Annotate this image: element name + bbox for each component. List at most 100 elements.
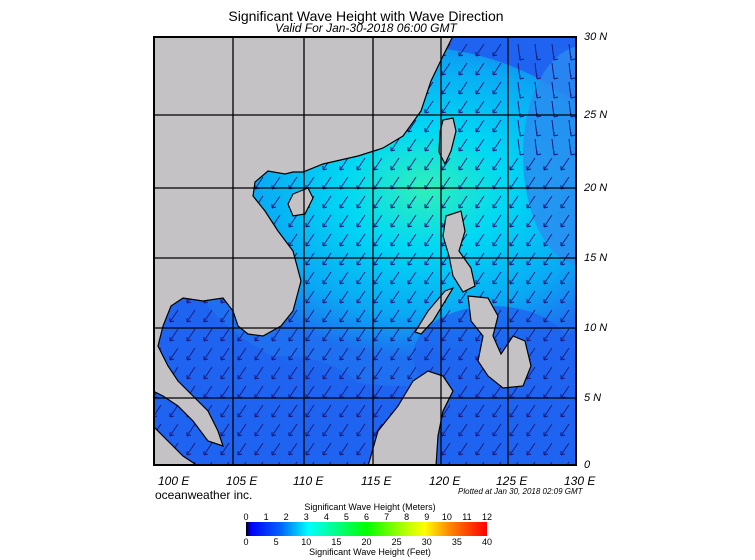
wave-arrow bbox=[220, 442, 230, 456]
wave-arrow bbox=[551, 43, 559, 61]
wave-arrow bbox=[534, 62, 542, 80]
wave-arrow bbox=[322, 290, 332, 304]
wave-arrow bbox=[271, 195, 281, 209]
wave-arrow bbox=[220, 366, 230, 380]
wave-arrow bbox=[509, 233, 519, 247]
wave-arrow bbox=[509, 404, 519, 418]
map-frame bbox=[153, 36, 577, 466]
wave-arrow bbox=[424, 214, 434, 228]
lat-label: 5 N bbox=[584, 392, 602, 404]
wave-arrow bbox=[169, 423, 179, 437]
wave-arrow bbox=[339, 328, 349, 342]
wave-arrow bbox=[543, 309, 553, 323]
lon-label: 100 E bbox=[158, 474, 190, 488]
wave-arrow bbox=[475, 62, 485, 76]
wave-arrow bbox=[237, 366, 247, 380]
lon-label: 120 E bbox=[429, 474, 461, 488]
wave-arrow bbox=[475, 404, 485, 418]
wave-arrow bbox=[526, 252, 536, 266]
colorbar-tick: 12 bbox=[481, 512, 493, 522]
wave-arrow bbox=[271, 442, 281, 456]
wave-arrow bbox=[458, 404, 468, 418]
wave-arrow bbox=[475, 423, 485, 437]
wave-arrow bbox=[390, 347, 400, 361]
wave-arrow bbox=[186, 309, 196, 323]
wave-arrow bbox=[288, 404, 298, 418]
wave-arrow bbox=[560, 271, 570, 285]
wave-arrow bbox=[458, 62, 468, 76]
wave-arrow bbox=[356, 195, 366, 209]
wave-arrow bbox=[356, 290, 366, 304]
wave-arrow bbox=[339, 271, 349, 285]
wave-arrow bbox=[407, 138, 417, 152]
lon-label: 110 E bbox=[293, 474, 324, 488]
wave-arrow bbox=[560, 233, 570, 247]
wave-arrow bbox=[305, 442, 315, 456]
wave-arrow bbox=[339, 423, 349, 437]
lat-label: 0 bbox=[584, 459, 591, 471]
wave-arrow bbox=[203, 366, 213, 380]
wave-arrow bbox=[509, 309, 519, 323]
wave-arrow bbox=[517, 81, 525, 99]
wave-arrow bbox=[492, 404, 502, 418]
lon-label: 130 E bbox=[564, 474, 596, 488]
colorbar-tick: 15 bbox=[331, 537, 342, 547]
wave-arrow bbox=[526, 157, 536, 171]
wave-arrow bbox=[254, 347, 264, 361]
wave-arrow bbox=[492, 157, 502, 171]
wave-arrow bbox=[186, 366, 196, 380]
wave-arrow bbox=[322, 214, 332, 228]
wave-arrow bbox=[509, 214, 519, 228]
wave-arrow bbox=[322, 195, 332, 209]
wave-arrow bbox=[492, 233, 502, 247]
colorbar-tick: 1 bbox=[263, 512, 269, 522]
wave-arrow bbox=[356, 233, 366, 247]
wave-arrow bbox=[390, 214, 400, 228]
wave-arrow bbox=[458, 442, 468, 456]
wave-arrow bbox=[526, 309, 536, 323]
wave-arrow bbox=[543, 214, 553, 228]
colorbar-tick: 10 bbox=[301, 537, 312, 547]
wave-arrow bbox=[492, 271, 502, 285]
wave-arrow bbox=[220, 423, 230, 437]
wave-arrow bbox=[424, 138, 434, 152]
colorbar-tick: 6 bbox=[363, 512, 370, 522]
wave-arrow bbox=[492, 252, 502, 266]
wave-arrow bbox=[441, 100, 451, 114]
wave-arrow bbox=[407, 214, 417, 228]
meters-ticks: 0 1 2 3 4 5 6 7 8 9 10 11 12 bbox=[243, 512, 492, 522]
wave-arrow bbox=[458, 157, 468, 171]
wave-arrow bbox=[492, 442, 502, 456]
wave-arrow bbox=[492, 195, 502, 209]
wave-arrow bbox=[407, 157, 417, 171]
wave-arrow bbox=[458, 119, 468, 133]
wave-arrow bbox=[373, 252, 383, 266]
wave-arrow bbox=[458, 366, 468, 380]
wave-arrow bbox=[237, 423, 247, 437]
wave-arrow bbox=[373, 290, 383, 304]
lat-label: 15 N bbox=[584, 252, 608, 264]
wave-arrow bbox=[424, 100, 434, 114]
wave-arrow bbox=[271, 404, 281, 418]
wave-arrow bbox=[390, 290, 400, 304]
wave-arrow bbox=[543, 252, 553, 266]
wave-arrow bbox=[475, 271, 485, 285]
wave-arrow bbox=[560, 309, 570, 323]
wave-arrow bbox=[288, 347, 298, 361]
wave-arrow bbox=[322, 404, 332, 418]
wave-arrow bbox=[458, 43, 468, 57]
wave-arrow bbox=[322, 271, 332, 285]
wave-arrow bbox=[458, 328, 468, 342]
wave-arrow bbox=[186, 423, 196, 437]
wave-arrow bbox=[517, 119, 525, 137]
wave-arrow bbox=[526, 233, 536, 247]
wave-arrow bbox=[305, 214, 315, 228]
wave-arrow bbox=[356, 442, 366, 456]
wave-arrow bbox=[356, 366, 366, 380]
wave-arrow bbox=[271, 423, 281, 437]
wave-arrow bbox=[458, 309, 468, 323]
wave-arrow bbox=[356, 157, 366, 171]
wave-arrow bbox=[526, 328, 536, 342]
wave-arrow bbox=[322, 233, 332, 247]
wave-arrow bbox=[339, 290, 349, 304]
